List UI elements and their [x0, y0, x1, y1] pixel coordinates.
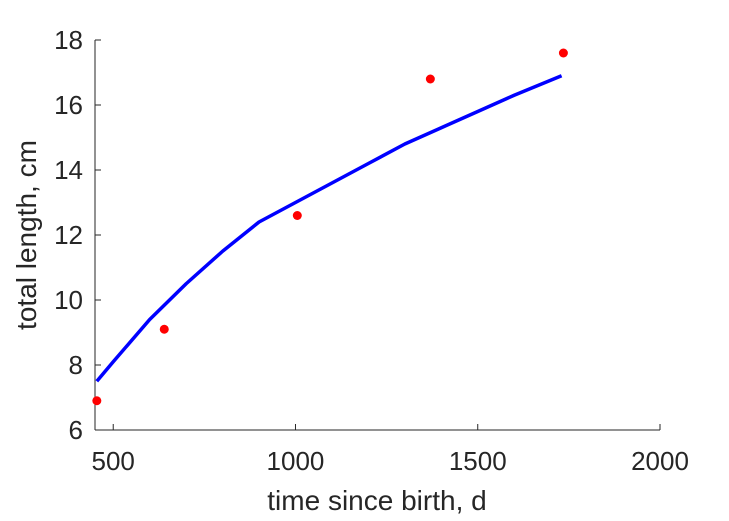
x-tick-label: 500: [92, 446, 135, 476]
x-axis-label: time since birth, d: [267, 485, 486, 516]
y-tick-label: 16: [54, 90, 83, 120]
x-tick-label: 1500: [449, 446, 507, 476]
data-point: [425, 74, 435, 84]
y-axis-label: total length, cm: [11, 140, 42, 330]
data-point: [92, 396, 102, 406]
y-tick-label: 8: [69, 350, 83, 380]
x-ticks: 500 1000 1500 2000: [92, 424, 689, 476]
fit-line: [95, 74, 563, 383]
x-tick-label: 1000: [267, 446, 325, 476]
data-point: [292, 211, 302, 220]
y-tick-label: 6: [69, 415, 83, 445]
series-layer: [92, 48, 568, 406]
data-point: [558, 48, 568, 58]
y-tick-label: 18: [54, 25, 83, 55]
y-tick-label: 14: [54, 155, 83, 185]
y-tick-label: 12: [54, 220, 83, 250]
data-point: [159, 324, 169, 334]
x-tick-label: 2000: [631, 446, 689, 476]
y-tick-label: 10: [54, 285, 83, 315]
y-ticks: 6 8 10 12 14 16 18: [54, 25, 101, 445]
